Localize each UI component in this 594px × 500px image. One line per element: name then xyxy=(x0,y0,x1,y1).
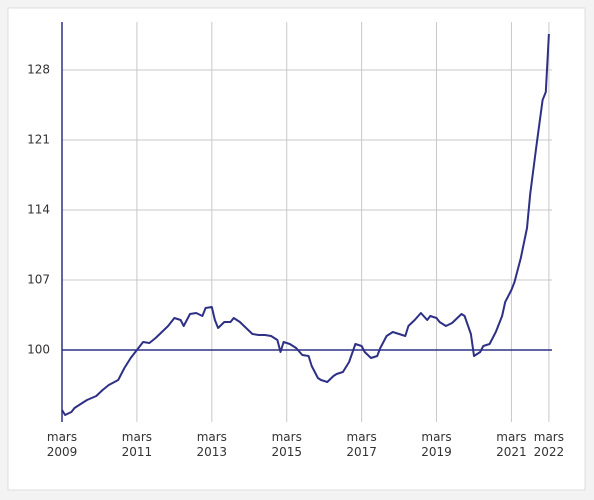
x-tick-label: mars 2021 xyxy=(496,430,527,459)
frame xyxy=(7,7,586,491)
x-tick-label: mars 2022 xyxy=(534,430,565,459)
line-series xyxy=(61,33,550,416)
x-tick-label: mars 2011 xyxy=(122,430,153,459)
y-tick-label: 100 xyxy=(27,343,50,357)
y-tick-label: 107 xyxy=(27,273,50,287)
x-tick-label: mars 2019 xyxy=(421,430,452,459)
x-tick-label: mars 2015 xyxy=(271,430,302,459)
x-tick-label: mars 2017 xyxy=(346,430,377,459)
x-tick-label: mars 2009 xyxy=(47,430,78,459)
y-tick-label: 114 xyxy=(27,203,50,217)
x-tick-label: mars 2013 xyxy=(197,430,228,459)
y-tick-label: 128 xyxy=(27,63,50,77)
y-tick-label: 121 xyxy=(27,133,50,147)
